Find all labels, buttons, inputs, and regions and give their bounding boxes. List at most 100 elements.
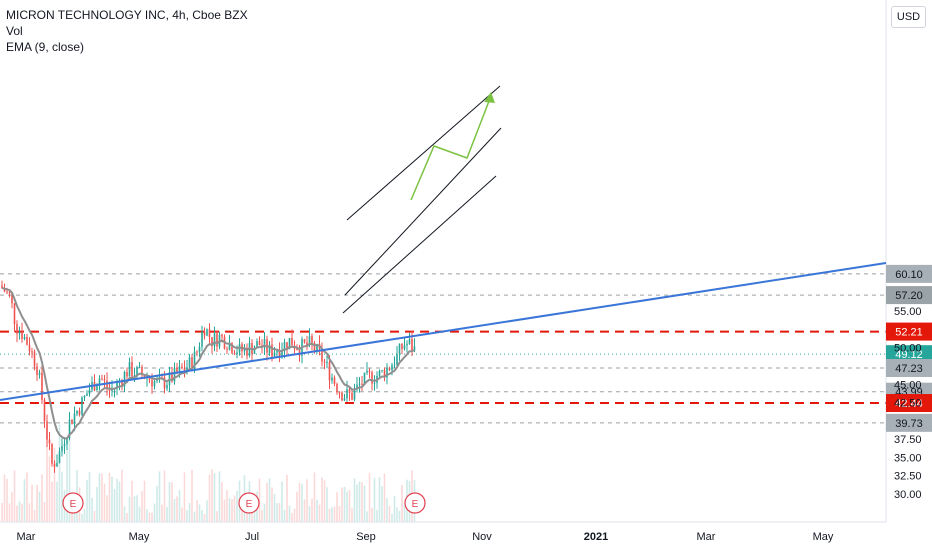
earnings-marker[interactable]: E: [62, 492, 84, 514]
volume-bar: [293, 508, 296, 522]
candle-body: [348, 389, 351, 393]
candle-body: [11, 293, 13, 304]
volume-bars: [1, 424, 416, 522]
volume-bar: [283, 509, 286, 522]
volume-bar: [333, 506, 336, 522]
volume-bar: [118, 481, 121, 522]
candle-body: [268, 344, 271, 353]
volume-bar: [43, 502, 46, 522]
candle-body: [183, 368, 186, 371]
currency-button[interactable]: USD: [891, 6, 926, 28]
candle-body: [351, 392, 353, 400]
price-axis[interactable]: 60.1057.2052.2149.1247.2343.9942.4439.73…: [886, 264, 932, 501]
volume-bar: [3, 474, 6, 522]
volume-bar: [106, 495, 108, 522]
volume-bar: [21, 503, 23, 522]
volume-bar: [196, 500, 198, 522]
candle-body: [21, 331, 23, 339]
candle-body: [378, 370, 381, 376]
volume-bar: [103, 483, 106, 522]
time-axis[interactable]: Mar May Jul Sep Nov 2021 Mar May: [17, 531, 834, 543]
volume-bar: [263, 503, 266, 522]
volume-bar: [178, 490, 181, 522]
candle-body: [361, 383, 363, 385]
volume-bar: [133, 496, 136, 522]
volume-bar: [123, 506, 126, 522]
y-tick-label: 32.50: [894, 471, 922, 483]
candle-body: [398, 344, 401, 354]
candle-body: [121, 382, 123, 387]
volume-bar: [341, 487, 343, 522]
candle-body: [73, 413, 76, 424]
volume-indicator-label[interactable]: Vol: [6, 24, 23, 38]
volume-bar: [378, 477, 381, 522]
volume-bar: [268, 478, 271, 522]
volume-bar: [306, 479, 308, 522]
earnings-label: E: [70, 499, 77, 510]
volume-bar: [48, 456, 51, 522]
y-tick-label: 37.50: [894, 434, 922, 446]
volume-bar: [321, 477, 323, 522]
candle-body: [311, 336, 313, 344]
volume-bar: [271, 487, 273, 522]
earnings-label: E: [246, 499, 253, 510]
earnings-marker[interactable]: E: [404, 492, 426, 514]
candle-body: [391, 365, 393, 371]
candle-body: [76, 410, 78, 414]
volume-bar: [358, 481, 361, 522]
volume-bar: [131, 480, 133, 522]
candle-body: [291, 338, 293, 346]
candle-body: [328, 361, 331, 381]
volume-bar: [96, 486, 98, 522]
volume-bar: [161, 504, 163, 522]
y-tick-label: 35.00: [894, 452, 922, 464]
candle-body: [366, 370, 368, 373]
candle-body: [326, 361, 328, 363]
volume-bar: [41, 474, 43, 522]
volume-bar: [206, 500, 208, 522]
level-tag-label-6: 42.44: [895, 398, 923, 410]
volume-bar: [18, 501, 21, 522]
volume-bar: [363, 485, 366, 522]
candle-body: [228, 343, 231, 350]
candle-body: [186, 367, 188, 371]
volume-bar: [171, 482, 173, 522]
volume-bar: [83, 509, 86, 522]
candle-body: [56, 462, 58, 467]
volume-bar: [313, 472, 316, 522]
volume-bar: [128, 496, 131, 522]
x-tick-label: Sep: [356, 531, 376, 543]
candle-body: [163, 377, 166, 389]
volume-bar: [101, 473, 103, 522]
volume-bar: [241, 502, 243, 522]
volume-bar: [108, 472, 111, 522]
earnings-marker[interactable]: E: [238, 492, 260, 514]
volume-bar: [208, 474, 211, 522]
candle-body: [221, 334, 223, 337]
volume-bar: [53, 447, 56, 522]
volume-bar: [213, 472, 216, 522]
volume-bar: [166, 506, 168, 522]
volume-bar: [211, 469, 213, 522]
volume-bar: [388, 505, 391, 522]
candle-body: [111, 388, 113, 391]
projection-path: [410, 95, 492, 201]
volume-bar: [336, 492, 338, 522]
volume-bar: [23, 479, 26, 522]
y-tick-label: 30.00: [894, 489, 922, 501]
volume-bar: [46, 426, 48, 522]
ema-indicator-label[interactable]: EMA (9, close): [6, 40, 85, 54]
candle-body: [333, 377, 336, 385]
candle-body: [243, 347, 246, 352]
candle-body: [368, 370, 371, 373]
candle-body: [41, 372, 43, 401]
candle-body: [208, 329, 211, 338]
volume-bar: [328, 508, 331, 522]
candle-body: [156, 379, 158, 382]
volume-bar: [93, 510, 96, 522]
candle-body: [198, 346, 201, 353]
candle-body: [263, 339, 266, 347]
candle-body: [363, 372, 366, 385]
symbol-title[interactable]: MICRON TECHNOLOGY INC, 4h, Cboe BZX: [6, 8, 248, 22]
